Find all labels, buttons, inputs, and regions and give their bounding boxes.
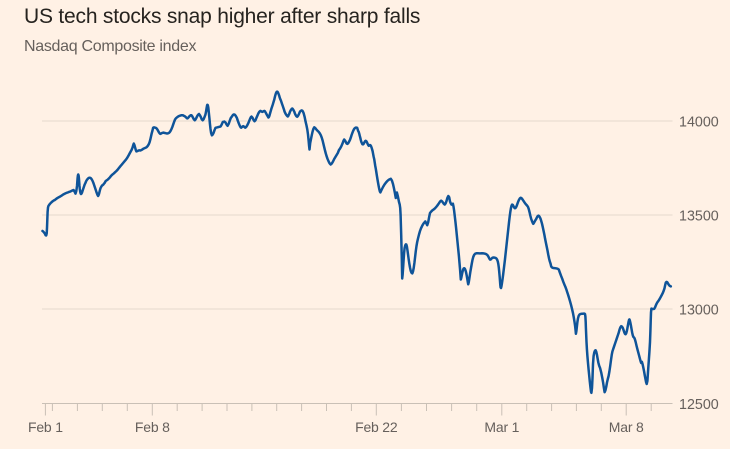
svg-text:Feb 1: Feb 1 (28, 419, 63, 435)
svg-text:Feb 22: Feb 22 (355, 419, 398, 435)
svg-text:14000: 14000 (679, 114, 719, 130)
svg-text:Mar 8: Mar 8 (609, 419, 644, 435)
svg-text:12500: 12500 (679, 397, 719, 413)
svg-text:13500: 13500 (679, 208, 719, 224)
svg-text:13000: 13000 (679, 302, 719, 318)
svg-text:Mar 1: Mar 1 (484, 419, 519, 435)
svg-text:Feb 8: Feb 8 (135, 419, 170, 435)
